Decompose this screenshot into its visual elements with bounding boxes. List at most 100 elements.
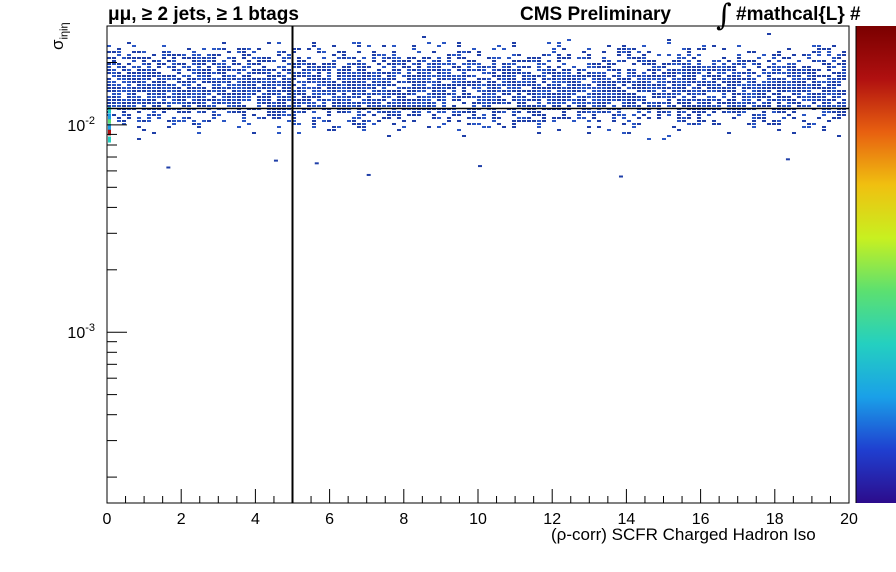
heatmap-cell — [447, 72, 451, 74]
lumi-label: #mathcal{L} # — [736, 4, 861, 25]
heatmap-cell — [832, 105, 836, 107]
heatmap-cell — [462, 135, 466, 137]
heatmap-cell — [822, 75, 826, 77]
heatmap-cell — [807, 105, 811, 107]
heatmap-cell — [707, 75, 711, 77]
heatmap-cell — [117, 51, 121, 53]
heatmap-cell — [162, 78, 166, 80]
heatmap-cell — [127, 93, 131, 95]
heatmap-cell — [292, 105, 296, 107]
heatmap-cell — [272, 114, 276, 116]
heatmap-cell — [467, 66, 471, 68]
heatmap-cell — [817, 48, 821, 50]
heatmap-cell — [342, 75, 346, 77]
heatmap-cell — [302, 84, 306, 86]
heatmap-cell — [707, 96, 711, 98]
heatmap-cell — [587, 57, 591, 59]
heatmap-cell — [247, 75, 251, 77]
heatmap-cell — [492, 87, 496, 89]
heatmap-cell — [707, 66, 711, 68]
heatmap-cell — [277, 117, 281, 119]
heatmap-cell — [237, 84, 241, 86]
heatmap-cell — [227, 99, 231, 101]
heatmap-cell — [702, 75, 706, 77]
heatmap-cell — [142, 75, 146, 77]
heatmap-cell — [462, 57, 466, 59]
heatmap-cell — [592, 66, 596, 68]
heatmap-cell — [407, 69, 411, 71]
heatmap-cell — [477, 63, 481, 65]
heatmap-cell — [767, 87, 771, 89]
heatmap-cell — [802, 105, 806, 107]
heatmap-cell — [802, 87, 806, 89]
heatmap-cell — [827, 75, 831, 77]
heatmap-cell — [832, 117, 836, 119]
heatmap-cell — [107, 105, 111, 107]
heatmap-cell — [557, 45, 561, 47]
heatmap-cell — [382, 87, 386, 89]
heatmap-cell — [157, 90, 161, 92]
heatmap-cell — [517, 84, 521, 86]
heatmap-cell — [237, 93, 241, 95]
heatmap-cell — [667, 93, 671, 95]
x-axis: 0 2 4 6 8 10 12 14 16 18 20 — [103, 489, 858, 528]
heatmap-cell — [182, 57, 186, 59]
heatmap-cell — [517, 96, 521, 98]
heatmap-cell — [742, 105, 746, 107]
heatmap-cell — [442, 84, 446, 86]
heatmap-cell — [247, 93, 251, 95]
heatmap-cell — [592, 117, 596, 119]
heatmap-cell — [412, 84, 416, 86]
heatmap-cell — [242, 81, 246, 83]
heatmap-cell — [447, 87, 451, 89]
heatmap-cell — [682, 90, 686, 92]
heatmap-cell — [747, 69, 751, 71]
heatmap-cell — [392, 72, 396, 74]
heatmap-cell — [472, 105, 476, 107]
heatmap-cell — [357, 93, 361, 95]
heatmap-cell — [172, 66, 176, 68]
heatmap-cell — [187, 102, 191, 104]
heatmap-cell — [582, 96, 586, 98]
heatmap-cell — [397, 69, 401, 71]
heatmap-cell — [617, 81, 621, 83]
heatmap-cell — [257, 57, 261, 59]
heatmap-cell — [172, 54, 176, 56]
heatmap-cell — [477, 81, 481, 83]
heatmap-cell — [362, 129, 366, 131]
heatmap-cell — [792, 78, 796, 80]
heatmap-cell — [212, 54, 216, 56]
heatmap-cell — [217, 63, 221, 65]
heatmap-cell — [407, 66, 411, 68]
heatmap-cell — [457, 120, 461, 122]
heatmap-cell — [592, 87, 596, 89]
heatmap-cell — [108, 123, 111, 130]
heatmap-cell — [517, 69, 521, 71]
heatmap-cell — [262, 66, 266, 68]
heatmap-cell — [372, 60, 376, 62]
heatmap-cell — [487, 90, 491, 92]
heatmap-cell — [217, 102, 221, 104]
heatmap-cell — [527, 81, 531, 83]
heatmap-cell — [567, 69, 571, 71]
heatmap-cell — [222, 93, 226, 95]
heatmap-cell — [697, 111, 701, 113]
heatmap-cell — [712, 90, 716, 92]
heatmap-cell — [642, 57, 646, 59]
heatmap-cell — [517, 66, 521, 68]
heatmap-cell — [817, 51, 821, 53]
heatmap-cell — [827, 54, 831, 56]
heatmap-cell — [207, 120, 211, 122]
heatmap-cell — [432, 69, 436, 71]
heatmap-cell — [387, 81, 391, 83]
heatmap-cell — [712, 81, 716, 83]
heatmap-cell — [562, 102, 566, 104]
heatmap-cell — [482, 105, 486, 107]
heatmap-cell — [797, 69, 801, 71]
heatmap-cell — [547, 102, 551, 104]
heatmap-cell — [797, 81, 801, 83]
heatmap-cell — [277, 114, 281, 116]
heatmap-cell — [617, 75, 621, 77]
heatmap-cell — [357, 114, 361, 116]
heatmap-cell — [832, 96, 836, 98]
